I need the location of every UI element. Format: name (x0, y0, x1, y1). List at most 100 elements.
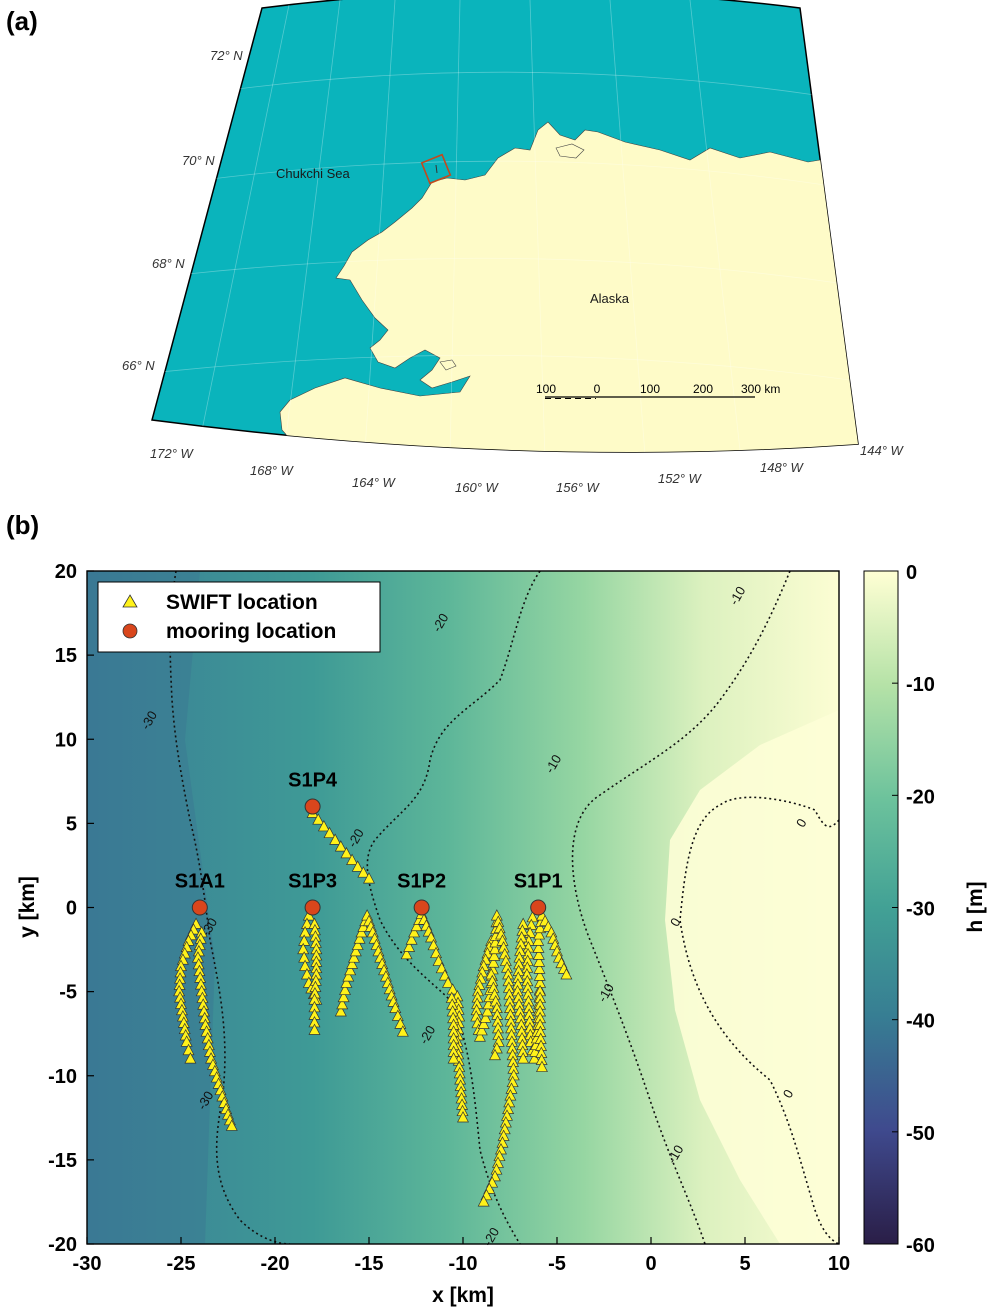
swift-marker (339, 983, 352, 995)
swift-marker (312, 813, 325, 825)
lon-label-164: 164° W (352, 475, 397, 490)
y-tick-label: -15 (48, 1150, 77, 1172)
swift-marker (351, 860, 364, 872)
lon-label-148: 148° W (760, 460, 805, 475)
swift-marker (560, 968, 573, 980)
swift-marker (532, 941, 545, 953)
swift-marker (346, 957, 359, 969)
swift-marker (340, 846, 353, 859)
station-label-s1p2: S1P2 (397, 871, 446, 893)
swift-marker (317, 819, 330, 832)
swift-marker (334, 1005, 347, 1017)
scale-tick-100: 100 (640, 382, 660, 396)
colorbar-tick-label: -50 (906, 1123, 935, 1145)
contour-minus-20 (366, 571, 541, 1244)
swift-marker (353, 932, 366, 944)
swift-marker (475, 1023, 488, 1036)
x-tick-label: -30 (73, 1253, 102, 1275)
y-tick-label: 10 (55, 729, 77, 751)
alaska-island-small (439, 359, 457, 371)
swift-marker (488, 942, 501, 955)
colorbar-tick-label: -30 (906, 899, 935, 921)
swift-marker (344, 963, 357, 976)
legend-mooring-label: mooring location (166, 620, 336, 643)
swift-marker (357, 866, 370, 878)
legend-swift-marker (122, 594, 138, 608)
swift-marker (403, 940, 416, 952)
swift-marker (405, 933, 418, 945)
swift-marker (473, 1030, 486, 1042)
swift-marker (180, 1035, 193, 1047)
sea-label: Chukchi Sea (276, 166, 350, 181)
x-tick-label: -5 (548, 1253, 566, 1275)
colorbar-tick-label: -40 (906, 1011, 935, 1033)
lon-label-160: 160° W (455, 480, 500, 495)
legend-swift-label: SWIFT location (166, 591, 318, 614)
x-axis-ticks: -30 -25 -20 -15 -10 -5 0 5 10 (73, 1237, 850, 1275)
swift-marker (299, 959, 312, 971)
swift-marker (347, 951, 360, 963)
location-map: 72° N 70° N 68° N 66° N 172° W 168° W 16… (122, 0, 905, 495)
y-tick-label: 5 (66, 813, 77, 835)
lat-label-66: 66° N (122, 358, 155, 373)
swift-marker (184, 1052, 197, 1064)
scale-tick-100-left: 100 (536, 382, 556, 396)
swift-marker (349, 944, 362, 957)
swift-marker (533, 969, 546, 981)
y-axis-ticks: 20 15 10 5 0 -5 -10 -15 -20 (48, 561, 94, 1256)
swift-marker (535, 1060, 548, 1072)
swift-marker (487, 956, 500, 968)
station-label-s1a1: S1A1 (175, 871, 225, 893)
lat-label-70: 70° N (182, 153, 215, 168)
station-labels: S1A1 S1P3 S1P4 S1P2 S1P1 (175, 770, 563, 893)
station-label-s1p3: S1P3 (288, 871, 337, 893)
y-axis-label: y [km] (16, 876, 39, 938)
swift-marker (447, 1052, 460, 1064)
swift-tracks (173, 806, 573, 1207)
panel-b-label: (b) (6, 510, 40, 540)
swift-marker (351, 938, 364, 950)
x-tick-label: -20 (261, 1253, 290, 1275)
lon-label-152: 152° W (658, 471, 703, 486)
swift-marker (533, 928, 546, 940)
y-tick-label: -10 (48, 1066, 77, 1088)
x-tick-label: 5 (739, 1253, 750, 1275)
mooring-marker-s1p4 (304, 798, 321, 815)
colorbar-ticks: 0 -10 -20 -30 -40 -50 -60 (892, 562, 935, 1257)
shallow-water-region (665, 710, 839, 1244)
swift-marker (308, 1023, 321, 1035)
swift-marker (300, 917, 313, 929)
lat-label-72: 72° N (210, 48, 243, 63)
land-label: Alaska (590, 291, 630, 306)
alaska-island (555, 143, 585, 159)
y-tick-label: 20 (55, 561, 77, 583)
swift-marker (532, 948, 545, 960)
deep-water-tint (87, 571, 215, 1244)
swift-marker (441, 976, 454, 988)
swift-marker (488, 1048, 501, 1061)
y-tick-label: -5 (59, 982, 77, 1004)
mooring-marker-s1p3 (304, 899, 321, 916)
swift-marker (457, 1111, 469, 1123)
lat-label-68: 68° N (152, 256, 185, 271)
lon-label-168: 168° W (250, 463, 295, 478)
x-tick-label: 10 (828, 1253, 850, 1275)
swift-marker (329, 833, 342, 845)
scale-tick-200: 200 (693, 382, 713, 396)
x-axis-label: x [km] (432, 1284, 494, 1307)
swift-marker (534, 921, 547, 934)
station-label-s1p1: S1P1 (514, 871, 563, 893)
swift-marker (396, 1025, 409, 1037)
swift-marker (337, 990, 350, 1003)
colorbar-label: h [m] (964, 881, 987, 932)
lon-label-156: 156° W (556, 480, 601, 495)
scale-tick-0: 0 (594, 382, 601, 396)
contour-zero (679, 796, 839, 1244)
x-tick-label: -15 (355, 1253, 384, 1275)
swift-marker (532, 934, 545, 946)
colorbar-tick-label: 0 (906, 562, 917, 584)
swift-marker (533, 955, 546, 967)
swift-marker (410, 919, 423, 932)
swift-marker (357, 920, 370, 932)
alaska-landmass (279, 121, 858, 452)
